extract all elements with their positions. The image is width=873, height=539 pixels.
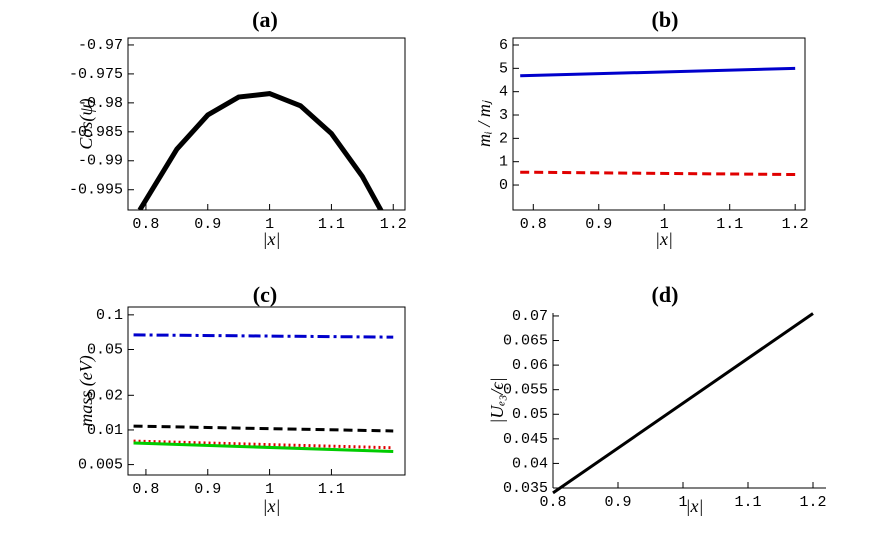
y-tick-label: 0.05 <box>87 341 123 358</box>
y-tick-label: 2 <box>499 130 508 147</box>
frame <box>512 37 806 211</box>
y-axis-label: |Uₑ₃/ϵ| <box>487 377 507 423</box>
y-tick-label: 0.06 <box>512 357 548 374</box>
series-line <box>133 441 394 453</box>
x-tick-label: 1.1 <box>318 481 345 498</box>
chart-title: (d) <box>652 282 679 307</box>
x-tick-label: 0.9 <box>194 481 221 498</box>
y-tick-label: -0.985 <box>69 124 123 141</box>
chart-title: (a) <box>252 7 278 32</box>
y-tick-label: 0.07 <box>512 308 548 325</box>
panel: 0.8 0.9 1 1.1 1.2 0 1 2 3 4 5 6 (b) |x| mᵢ / mⱼ <box>474 7 809 249</box>
y-tick-label: 0.01 <box>87 422 123 439</box>
x-axis-label: |x| <box>263 229 281 249</box>
y-tick-label: 0.065 <box>503 332 548 349</box>
x-tick-label: 0.8 <box>132 216 159 233</box>
x-tick-label: 0.9 <box>194 216 221 233</box>
y-axis-label: mass (eV) <box>76 355 97 426</box>
panel: 0.8 0.9 1 1.1 1.2 0.035 0.04 0.045 0.05 0.055 0.06… <box>487 282 827 516</box>
y-tick-label: -0.98 <box>78 95 123 112</box>
y-tick-label: 4 <box>499 84 508 101</box>
y-tick-label: 6 <box>499 37 508 54</box>
series-line <box>552 312 814 495</box>
series-line <box>133 424 394 433</box>
panel: 0.8 0.9 1 1.1 1.2 -0.97 -0.975 -0.98 -0.985 -0.99… <box>69 7 407 249</box>
x-tick-label: 1 <box>660 216 669 233</box>
y-tick-label: -0.97 <box>78 37 123 54</box>
x-tick-label: 1.2 <box>799 494 826 511</box>
x-tick-label: 0.8 <box>132 481 159 498</box>
x-tick-label: 1.1 <box>716 216 743 233</box>
x-tick-label: 0.8 <box>539 494 566 511</box>
series-line <box>137 91 384 210</box>
x-axis-label: |x| <box>686 496 704 516</box>
y-tick-label: 5 <box>499 60 508 77</box>
x-tick-label: 0.9 <box>604 494 631 511</box>
y-axis-label: mᵢ / mⱼ <box>474 99 494 147</box>
x-tick-label: 1 <box>265 216 274 233</box>
y-tick-label: 0.045 <box>503 431 548 448</box>
chart-title: (c) <box>253 282 277 307</box>
series-line <box>520 66 796 78</box>
y-tick-label: 0.035 <box>503 480 548 497</box>
y-tick-label: -0.995 <box>69 182 123 199</box>
y-tick-label: 3 <box>499 107 508 124</box>
panel: 0.8 0.9 1 1.1 0.1 0.05 0.02 0.01 0.005 (c) |x| mass… <box>76 282 406 516</box>
y-tick-label: -0.975 <box>69 66 123 83</box>
frame <box>127 37 406 211</box>
y-tick-label: 0.005 <box>78 457 123 474</box>
x-axis-label: |x| <box>655 229 673 249</box>
x-axis-label: |x| <box>263 496 281 516</box>
y-tick-label: 0.02 <box>87 387 123 404</box>
y-tick-label: 0.055 <box>503 382 548 399</box>
x-tick-label: 1.1 <box>318 216 345 233</box>
x-tick-label: 1.2 <box>782 216 809 233</box>
y-tick-label: 0.05 <box>512 406 548 423</box>
series-line <box>520 170 796 177</box>
y-tick-label: 0 <box>499 177 508 194</box>
y-tick-label: -0.99 <box>78 153 123 170</box>
y-tick-label: 1 <box>499 154 508 171</box>
x-tick-label: 0.8 <box>520 216 547 233</box>
chart-title: (b) <box>652 7 679 32</box>
x-tick-label: 1 <box>265 481 274 498</box>
series-line <box>133 439 394 450</box>
frame <box>127 306 406 476</box>
y-tick-label: 0.1 <box>96 307 123 324</box>
x-tick-label: 1.1 <box>734 494 761 511</box>
y-axis-label: Cos(ψ) <box>76 98 97 149</box>
x-tick-label: 1 <box>678 494 687 511</box>
x-tick-label: 1.2 <box>380 216 407 233</box>
x-tick-label: 0.9 <box>585 216 612 233</box>
y-tick-label: 0.04 <box>512 455 548 472</box>
series-line <box>133 333 394 339</box>
